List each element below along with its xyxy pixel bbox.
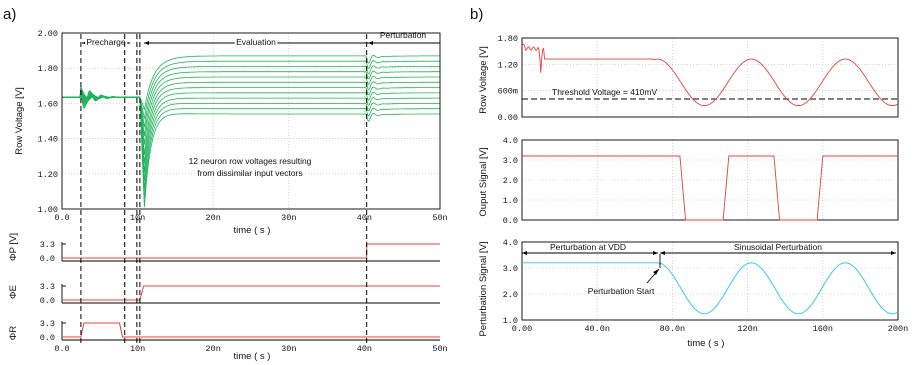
y-tick-label: 4.0: [503, 238, 518, 248]
x-tick-label: 20n: [206, 213, 221, 223]
evaluation-arrowhead: [144, 41, 149, 45]
phiR-x-axis-label: time ( s ): [234, 351, 271, 362]
y-tick-label: 1.60: [38, 99, 58, 109]
chart-a-phiP: 3.3 0.0 ΦP [V]: [8, 233, 440, 264]
output-signal-line: [522, 155, 898, 221]
x-tick-label: 200n: [888, 324, 908, 334]
green-series-line: [62, 75, 440, 145]
phi-tick-low: 0.0: [40, 254, 55, 264]
panel-label-b: b): [470, 6, 483, 23]
perturbation-start-label: Perturbation Start: [588, 286, 655, 296]
x-tick-label: 40.0n: [584, 324, 610, 334]
y-tick-label: 3.0: [503, 156, 518, 166]
perturbation-arrowhead: [368, 41, 373, 45]
green-series-line: [62, 88, 440, 199]
phi-tick-low: 0.0: [40, 333, 55, 343]
phiE-label: ΦE: [8, 285, 19, 299]
chart-b-pert: 4.0 3.0 2.0 1.00.00 40.0n 80.0n 120n 160n 200n P…: [478, 238, 908, 349]
green-series-line: [62, 65, 440, 128]
start-pointer-head: [653, 269, 659, 275]
x-tick-label: 50n: [432, 213, 447, 223]
green-series-line: [62, 90, 440, 208]
y-tick-label: 1.0: [503, 316, 518, 326]
y-tick-label: 2.0: [503, 176, 518, 186]
phi-x-tick-label: 0.0: [54, 344, 69, 354]
plot-frame: [521, 37, 899, 118]
sine-arrowhead-right: [891, 251, 896, 255]
phi-x-tick-label: 50n: [432, 344, 447, 354]
plot-frame: [521, 139, 899, 221]
chart-b-row: 1.80 1.20 600m 0.00 Row Voltage [V] Thresho…: [478, 34, 899, 123]
x-tick-label: 160n: [813, 324, 833, 334]
vdd-arrowhead-right: [653, 251, 658, 255]
y-tick-label: 4.0: [503, 136, 518, 146]
precharge-arrowhead-right: [125, 41, 130, 45]
phi-x-tick-label: 10n: [130, 344, 145, 354]
vdd-arrowhead-left: [522, 251, 527, 255]
phi-signal-line: [62, 322, 440, 338]
event-markers: [80, 34, 368, 343]
y-tick-label: 1.40: [38, 135, 58, 145]
phi-tick-high: 3.3: [40, 240, 55, 250]
x-tick-label: 40n: [357, 213, 372, 223]
y-tick-label: 1.00: [38, 205, 58, 215]
x-tick-label: 80.0n: [660, 324, 686, 334]
chart-a-main: 0.0 10n 20n 30n 40n 50n 1.00 1.20 1.40 1.60 1.80 2.…: [14, 29, 448, 236]
x-tick-label: 0.0: [54, 213, 69, 223]
annotation-line-1: 12 neuron row voltages resulting: [189, 156, 312, 166]
phiR-label: ΦR: [8, 326, 19, 341]
green-series-line: [62, 60, 440, 119]
phiP-label: ΦP [V]: [8, 233, 19, 261]
green-series-group: [62, 54, 440, 208]
phi-tick-high: 3.3: [40, 319, 55, 329]
y-tick-label: 1.80: [38, 64, 58, 74]
y-tick-label: 2.00: [38, 29, 58, 39]
x-axis-label: time ( s ): [234, 225, 271, 236]
y-tick-label: 1.0: [503, 196, 518, 206]
b-pert-xlabel: time ( s ): [688, 338, 725, 349]
y-axis-label: Row Voltage [V]: [14, 87, 25, 155]
phase-sinusoidal: Sinusoidal Perturbation: [734, 242, 822, 252]
phi-signal-line: [62, 285, 440, 301]
sine-arrowhead-left: [660, 251, 665, 255]
phi-x-tick-label: 20n: [206, 344, 221, 354]
precharge-arrowhead-left: [82, 41, 87, 45]
b-row-ylabel: Row Voltage [V]: [478, 46, 489, 114]
threshold-label: Threshold Voltage = 410mV: [552, 87, 657, 97]
x-tick-label: 120n: [737, 324, 757, 334]
x-tick-label: 30n: [281, 213, 296, 223]
b-out-ylabel: Ouput Signal [V]: [478, 147, 489, 216]
annotation-line-2: from dissimilar input vectors: [197, 168, 302, 178]
y-tick-label: 1.20: [498, 60, 518, 70]
y-tick-label: 0.0: [503, 216, 518, 226]
row-voltage-line: [521, 43, 899, 107]
plot-frame: [61, 32, 441, 210]
phi-signal-line: [62, 243, 440, 259]
y-tick-label: 2.0: [503, 290, 518, 300]
panel-label-a: a): [3, 6, 16, 23]
perturbation-signal-line: [522, 262, 899, 315]
b-pert-ylabel: Perturbation Signal [V]: [478, 241, 489, 336]
phase-evaluation: Evaluation: [236, 37, 276, 47]
x-tick-label: 10n: [130, 213, 145, 223]
chart-b-out: 4.0 3.0 2.0 1.0 0.0 Ouput Signal [V]: [478, 136, 899, 226]
x-tick-label: 0.00: [512, 324, 532, 334]
chart-a-phiR: 3.3 0.00.0 10n 20n 30n 40n 50n ΦR time ( s ): [8, 319, 448, 362]
phi-tick-high: 3.3: [40, 282, 55, 292]
phi-tick-low: 0.0: [40, 296, 55, 306]
y-tick-label: 1.80: [498, 34, 518, 44]
phase-vdd: Perturbation at VDD: [550, 242, 626, 252]
plot-frame: [521, 241, 899, 321]
y-tick-label: 3.0: [503, 264, 518, 274]
y-tick-label: 1.20: [38, 170, 58, 180]
chart-a-phiE: 3.3 0.0 ΦE: [8, 282, 440, 306]
phase-precharge: Precharge: [86, 37, 125, 47]
y-tick-label: 0.00: [498, 113, 518, 123]
phi-x-tick-label: 30n: [281, 344, 296, 354]
y-tick-label: 600m: [498, 87, 518, 97]
phi-x-tick-label: 40n: [357, 344, 372, 354]
phase-perturbation: Perturbation: [380, 30, 427, 40]
green-series-line: [62, 86, 440, 182]
